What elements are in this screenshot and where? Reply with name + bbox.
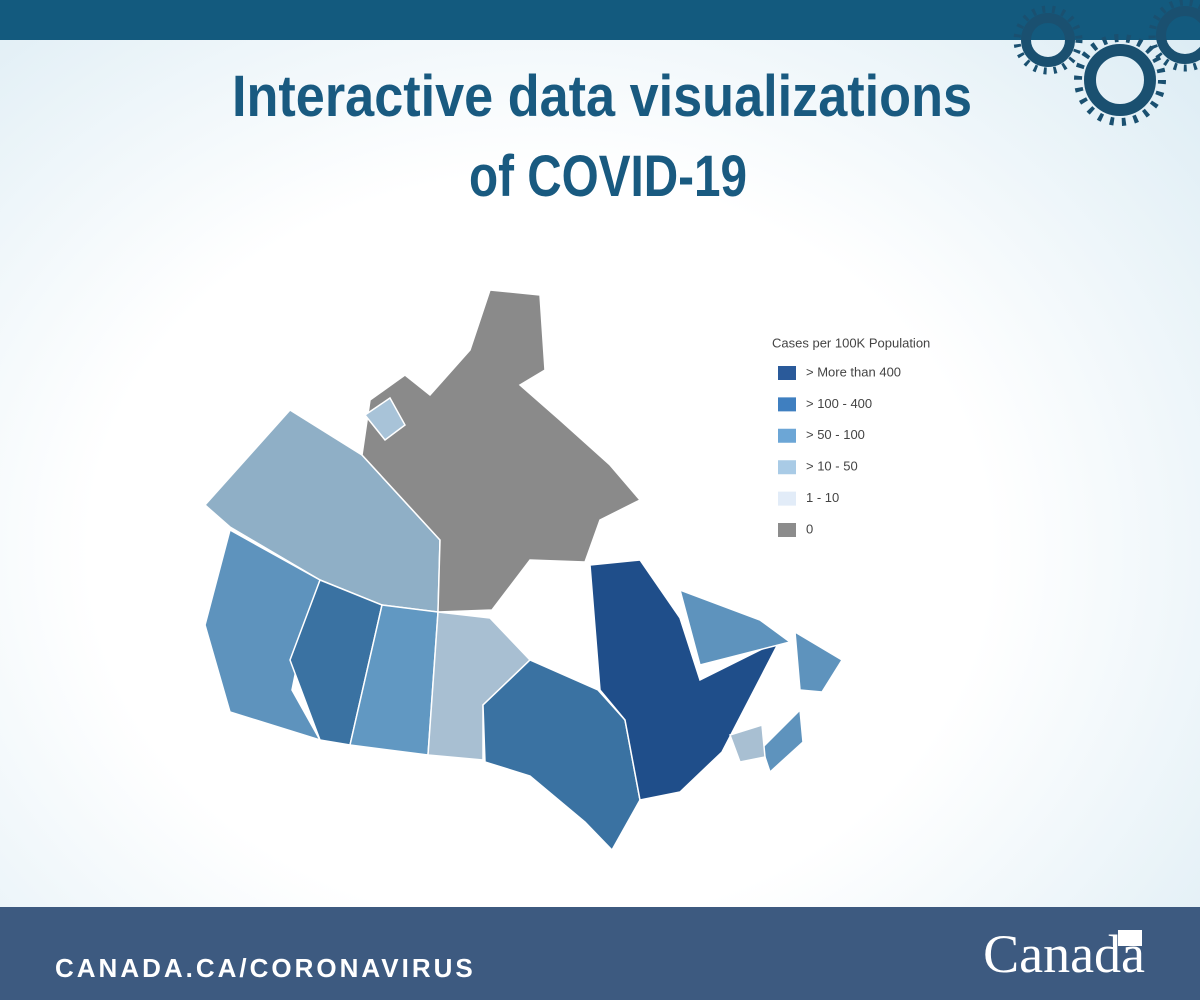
title-line: of COVID-19 [469, 144, 747, 209]
legend-label: 0 [806, 521, 813, 536]
region [729, 724, 766, 763]
legend: Cases per 100K Population > More than 40… [772, 335, 930, 537]
virus-icons [1013, 0, 1200, 126]
region [482, 659, 641, 852]
title-line: Interactive data visualizations [232, 64, 972, 129]
region [794, 630, 844, 693]
legend-label: > 100 - 400 [806, 396, 872, 411]
legend-label: > More than 400 [806, 364, 901, 379]
flag-icon [1118, 930, 1142, 946]
top-bar [0, 0, 1200, 40]
legend-swatch [778, 491, 796, 506]
legend-swatch [778, 366, 796, 380]
legend-label: > 10 - 50 [806, 459, 858, 474]
footer-bar [0, 907, 1200, 1000]
legend-swatch [778, 428, 796, 443]
legend-swatch [778, 523, 796, 537]
region [363, 396, 406, 442]
region [361, 289, 642, 613]
region [761, 708, 804, 774]
footer-url: CANADA.CA/CORONAVIRUS [55, 953, 476, 983]
region [589, 559, 782, 801]
legend-label: > 50 - 100 [806, 427, 865, 442]
region [678, 588, 792, 666]
legend-swatch [778, 460, 796, 475]
legend-swatch [778, 397, 796, 412]
legend-title: Cases per 100K Population [772, 335, 930, 350]
legend-label: 1 - 10 [806, 490, 839, 505]
map [203, 289, 844, 852]
